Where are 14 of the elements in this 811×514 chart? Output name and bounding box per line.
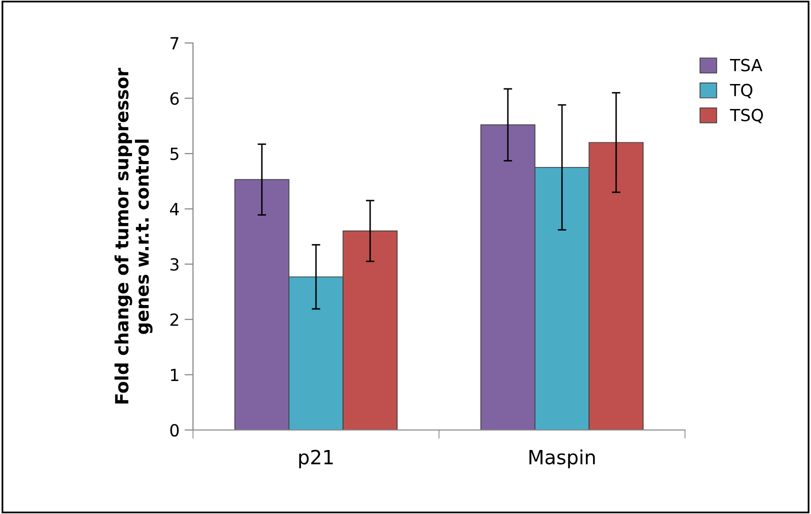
y-tick-label: 7 [170,37,178,50]
y-tick-label: 5 [170,148,178,160]
y-tick-label: 3 [170,258,178,271]
y-axis-title: Fold change of tumor suppressor genes w.r.t. control [114,68,153,404]
y-tick-label: 6 [170,92,179,105]
y-tick-label: 2 [170,313,178,326]
x-tick-label: p21 [299,450,333,468]
x-tick-label: Maspin [529,449,595,468]
y-tick-label: 4 [170,203,179,216]
legend-label: TQ [730,84,752,98]
legend-label: TSA [730,58,762,72]
y-tick-label: 1 [171,368,178,382]
y-tick-label: 0 [170,424,179,437]
legend-label: TSQ [730,108,763,124]
